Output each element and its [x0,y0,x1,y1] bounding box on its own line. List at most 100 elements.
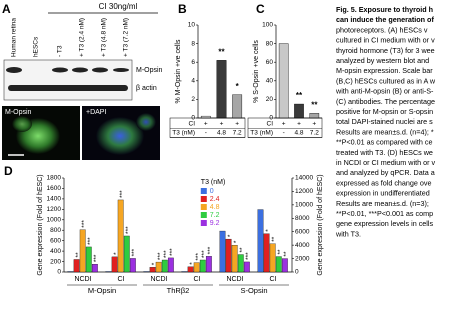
caption-line: in NCDI or CI medium with or v [336,158,435,167]
bar [73,259,80,273]
row-label: CI [267,121,274,128]
panel-label: D [4,164,13,178]
table-cell: - [205,130,207,137]
lane-labels: Human retina hESCs - T3 + T3 (2.4 nM) + T3 (… [11,18,130,57]
legend-label: 9.2 [210,220,220,227]
panel-label: C [256,2,265,16]
bar [281,258,288,273]
table-cell: + [235,121,239,128]
table-cell: 4.8 [294,130,303,137]
bar [231,244,238,273]
bar [232,94,243,119]
bar [243,261,250,273]
row-label: T3 (nM) [172,130,195,137]
bar [199,259,206,273]
bar [167,257,174,273]
x-tick-label: NCDI [226,276,243,283]
bar [181,271,188,273]
table-cell: + [312,121,316,128]
table-frame [247,117,323,138]
x-tick-label: CI [118,276,125,283]
y-axis-label: % S-Opsin +ve cells [253,40,260,103]
bar [205,256,212,273]
significance: *** [245,252,252,260]
y-tick-label: 10 [188,22,196,29]
bar [257,209,264,273]
band [92,67,108,73]
caption-line: treated with T3. (D) hESCs we [336,148,433,157]
row-label: CI [189,121,196,128]
band-label: β actin [136,85,157,92]
y-tick-label: 1000 [47,216,62,223]
bar [263,233,270,273]
y2-tick-label: 12000 [295,188,313,195]
y-tick-label: 600 [50,237,61,244]
significance: * [151,262,158,265]
significance: *** [131,248,138,256]
caption-line: total DAPI-stained nuclei are s [336,117,433,126]
legend-label: 2.4 [210,196,220,203]
bar [129,258,136,273]
band [72,67,88,73]
bar [309,113,320,119]
significance: * [233,240,240,243]
bar [219,230,226,273]
bar [123,235,130,273]
bar [105,271,112,273]
significance: *** [163,250,170,258]
lane-label: + T3 (7.2 nM) [123,18,130,57]
band [6,67,22,73]
bar [143,271,150,273]
significance: *** [201,250,208,258]
panel-label: A [2,2,11,16]
band [52,67,68,73]
bar [237,254,244,273]
y-tick-label: 400 [50,248,61,255]
table-cell: 4.8 [217,130,226,137]
bar [187,266,194,273]
caption-line: positive for M-opsin or S-opsin [336,107,433,116]
band [113,68,129,72]
y2-tick-label: 14000 [295,175,313,182]
y-axis-label: % M-Opsin +ve cells [175,39,182,103]
bar [216,60,227,119]
bar [111,256,118,273]
caption-line: **P<0.01, ***P<0.001 as comp [336,209,433,218]
bar [91,264,98,273]
y-tick-label: 2 [191,96,195,103]
caption-line: Results are mean±s.d. (n=4); * [336,127,434,136]
bar [275,256,282,273]
caption-line: expressed as fold change ove [336,178,432,187]
caption-line: (B,C) hESCs cultured as in A w [336,76,436,85]
table-frame [169,117,246,138]
significance: * [265,229,272,232]
significance: ** [311,100,318,109]
significance: *** [87,237,94,245]
table-cell: + [282,121,286,128]
significance: * [236,82,240,91]
bar [294,103,304,119]
caption-line: analyzed by western blot and [336,56,429,65]
y-tick-label: 1800 [47,175,62,182]
caption-line: and analyzed by qPCR. Data a [336,168,435,177]
y2-tick-label: 8000 [295,215,310,222]
y2-axis-label: Gene expression (Fold of hESC) [317,174,324,275]
significance: *** [81,220,88,228]
caption-line: thyroid hormone (T3) for 3 wee [336,46,435,55]
x-tick-label: CI [270,276,277,283]
image-label: M-Opsin [5,109,32,116]
group-label: S-Opsin [240,286,267,295]
lane-label: hESCs [33,36,40,57]
y-tick-label: 40 [266,78,274,85]
significance: *** [195,253,202,261]
bar [117,199,124,273]
x-tick-label: CI [194,276,201,283]
bar [85,246,92,273]
y-tick-label: 1400 [47,196,62,203]
y-tick-label: 800 [50,227,61,234]
legend-swatch [200,220,207,226]
legend-swatch [200,212,207,218]
legend-title: T3 (nM) [201,179,226,186]
y2-tick-label: 0 [295,269,299,276]
